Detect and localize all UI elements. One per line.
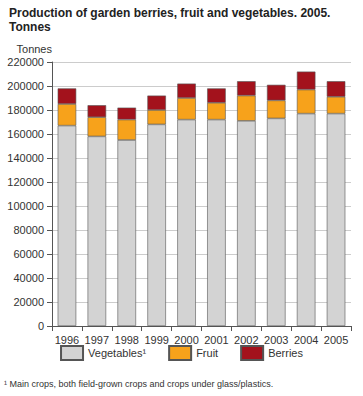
svg-text:1996: 1996 bbox=[55, 334, 79, 346]
svg-text:¹ Main crops, both field-grown: ¹ Main crops, both field-grown crops and… bbox=[4, 379, 273, 389]
svg-text:160000: 160000 bbox=[7, 128, 44, 140]
svg-text:2001: 2001 bbox=[204, 334, 228, 346]
svg-text:Production of garden berries,: Production of garden berries, fruit and … bbox=[9, 6, 330, 20]
svg-text:180000: 180000 bbox=[7, 104, 44, 116]
svg-text:Berries: Berries bbox=[268, 347, 303, 359]
svg-text:140000: 140000 bbox=[7, 152, 44, 164]
svg-text:Tonnes: Tonnes bbox=[17, 43, 53, 55]
svg-text:220000: 220000 bbox=[7, 56, 44, 68]
svg-text:2004: 2004 bbox=[294, 334, 318, 346]
svg-text:Fruit: Fruit bbox=[196, 347, 218, 359]
svg-text:2002: 2002 bbox=[234, 334, 258, 346]
svg-text:100000: 100000 bbox=[7, 200, 44, 212]
svg-text:2005: 2005 bbox=[324, 334, 348, 346]
svg-text:Tonnes: Tonnes bbox=[9, 20, 51, 34]
svg-text:2000: 2000 bbox=[174, 334, 198, 346]
svg-text:120000: 120000 bbox=[7, 176, 44, 188]
svg-text:20000: 20000 bbox=[13, 296, 44, 308]
svg-text:1997: 1997 bbox=[85, 334, 109, 346]
svg-text:Vegetables¹: Vegetables¹ bbox=[88, 347, 146, 359]
svg-text:60000: 60000 bbox=[13, 248, 44, 260]
svg-text:40000: 40000 bbox=[13, 272, 44, 284]
svg-text:80000: 80000 bbox=[13, 224, 44, 236]
svg-text:1999: 1999 bbox=[144, 334, 168, 346]
svg-text:2003: 2003 bbox=[264, 334, 288, 346]
svg-text:1998: 1998 bbox=[115, 334, 139, 346]
svg-text:0: 0 bbox=[38, 320, 44, 332]
svg-text:200000: 200000 bbox=[7, 80, 44, 92]
